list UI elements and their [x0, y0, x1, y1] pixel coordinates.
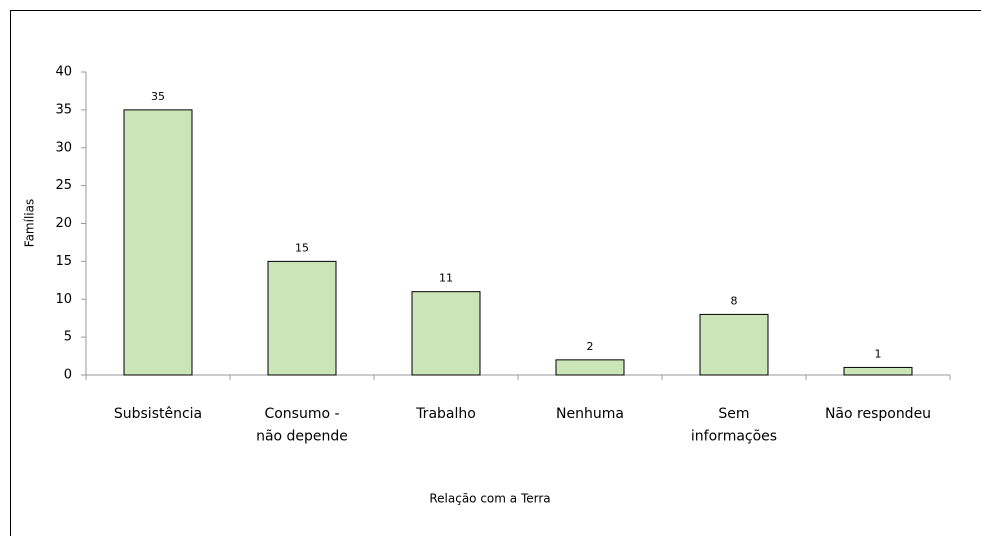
x-tick-label: Consumo -não depende	[256, 406, 348, 444]
y-tick-label: 25	[55, 178, 72, 193]
x-axis-title: Relação com a Terra	[429, 492, 550, 506]
bar	[843, 366, 913, 376]
y-tick-label: 10	[55, 292, 72, 307]
y-tick-label: 20	[55, 216, 72, 231]
y-tick-label: 30	[55, 140, 72, 155]
data-label: 35	[151, 90, 165, 103]
data-label: 2	[587, 340, 594, 353]
bar	[555, 359, 625, 376]
y-tick-label: 35	[55, 102, 72, 117]
y-tick-label: 5	[64, 330, 72, 345]
y-tick-label: 0	[64, 368, 72, 383]
bar	[411, 291, 481, 376]
data-label: 11	[439, 272, 453, 285]
bar	[699, 313, 769, 376]
bar	[123, 109, 193, 376]
data-label: 15	[295, 241, 309, 254]
bar	[267, 260, 337, 376]
x-tick-label: Subsistência	[114, 406, 202, 422]
x-tick-label: Sem informações	[691, 406, 777, 444]
data-label: 1	[875, 347, 882, 360]
x-tick-label: Não respondeu	[825, 406, 931, 422]
data-label: 8	[731, 294, 738, 307]
y-tick-label: 40	[55, 65, 72, 80]
x-tick-label: Trabalho	[415, 406, 476, 422]
x-tick-label: Nenhuma	[556, 406, 624, 422]
y-axis-title: Famílias	[23, 199, 37, 247]
y-tick-label: 15	[55, 254, 72, 269]
